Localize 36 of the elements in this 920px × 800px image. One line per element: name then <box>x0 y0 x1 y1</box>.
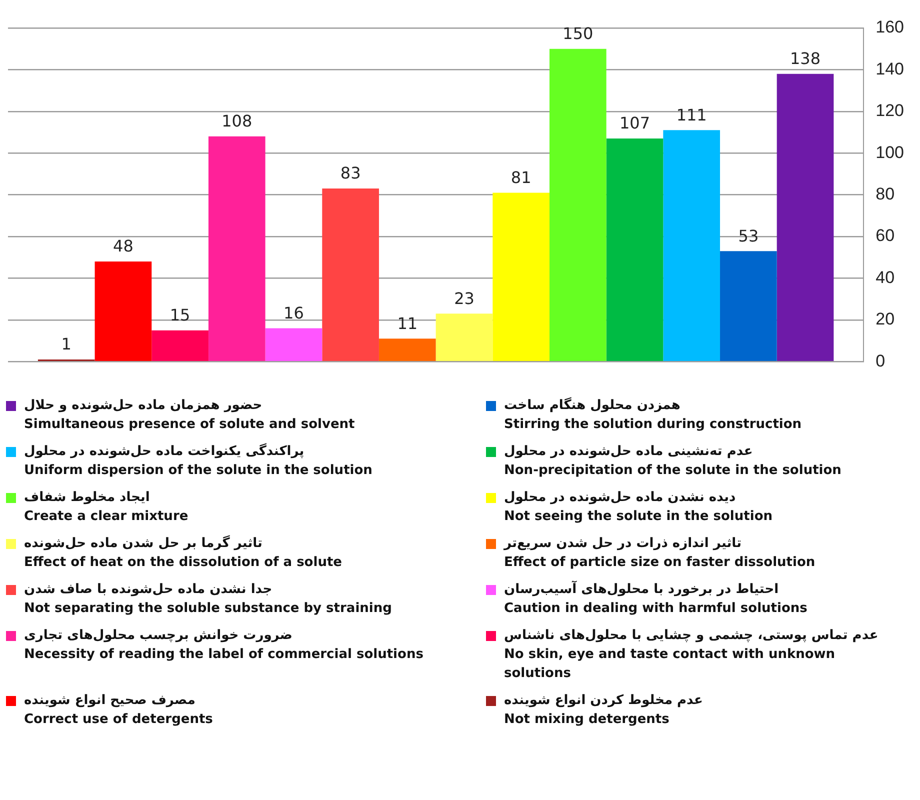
bar <box>663 130 720 361</box>
data-label: 23 <box>454 288 474 308</box>
bar <box>152 330 208 361</box>
bar <box>606 138 664 361</box>
data-label: 53 <box>738 226 759 246</box>
bar <box>265 328 322 361</box>
data-label: 138 <box>790 49 821 68</box>
data-label: 16 <box>284 303 304 322</box>
data-label: 15 <box>170 305 190 324</box>
data-label: 107 <box>619 114 650 133</box>
y-tick-label: 160 <box>876 18 904 37</box>
data-label: 11 <box>397 314 418 333</box>
data-label: 83 <box>340 164 361 183</box>
bar <box>322 188 379 361</box>
data-label: 150 <box>562 24 594 44</box>
data-label: 108 <box>222 112 252 131</box>
bar <box>549 48 606 361</box>
y-tick-label: 140 <box>876 59 904 78</box>
bar <box>94 262 152 361</box>
data-label: 1 <box>61 334 72 354</box>
y-tick-label: 40 <box>876 268 895 287</box>
data-label: 81 <box>510 168 532 187</box>
y-tick-label: 60 <box>876 226 895 246</box>
data-label: 48 <box>113 236 134 256</box>
bar <box>378 338 436 361</box>
bar <box>492 192 550 361</box>
data-label: 111 <box>676 105 707 124</box>
y-tick-label: 100 <box>876 142 904 162</box>
y-tick-label: 0 <box>876 351 886 370</box>
bar <box>776 74 834 361</box>
bar <box>720 251 777 361</box>
y-tick-label: 20 <box>876 310 895 329</box>
y-tick-label: 120 <box>876 101 904 120</box>
bar <box>208 136 266 361</box>
y-tick-label: 80 <box>876 184 895 204</box>
bar <box>436 314 493 361</box>
